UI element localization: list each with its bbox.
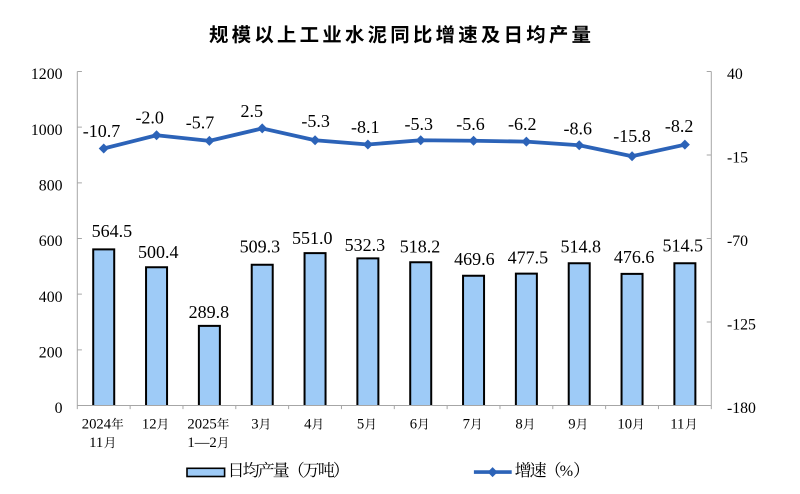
svg-text:8: 8	[515, 417, 522, 433]
svg-text:-15.8: -15.8	[613, 126, 651, 146]
svg-text:2024: 2024	[82, 417, 112, 433]
svg-text:10: 10	[617, 417, 632, 433]
svg-text:-6.2: -6.2	[508, 114, 537, 134]
svg-text:-15: -15	[727, 150, 748, 167]
svg-text:600: 600	[39, 233, 63, 250]
svg-text:551.0: 551.0	[292, 228, 333, 248]
svg-text:200: 200	[39, 344, 63, 361]
svg-text:1000: 1000	[31, 122, 63, 139]
svg-text:-8.2: -8.2	[665, 116, 694, 136]
svg-text:11: 11	[670, 417, 684, 433]
svg-text:514.5: 514.5	[662, 235, 703, 255]
svg-text:5: 5	[357, 417, 364, 433]
svg-text:-125: -125	[727, 317, 756, 334]
svg-text:9: 9	[568, 417, 575, 433]
svg-text:11: 11	[89, 435, 103, 451]
svg-text:532.3: 532.3	[345, 235, 386, 255]
svg-text:6: 6	[410, 417, 417, 433]
svg-text:518.2: 518.2	[400, 236, 441, 256]
svg-text:289.8: 289.8	[189, 302, 230, 322]
svg-text:-5.6: -5.6	[456, 114, 485, 134]
svg-text:4: 4	[304, 417, 312, 433]
svg-text:477.5: 477.5	[508, 248, 549, 268]
svg-text:500.4: 500.4	[138, 242, 179, 262]
svg-text:564.5: 564.5	[92, 221, 133, 241]
svg-text:2.5: 2.5	[240, 101, 263, 121]
svg-text:7: 7	[463, 417, 470, 433]
svg-text:3: 3	[251, 417, 258, 433]
svg-text:-180: -180	[727, 400, 756, 417]
svg-text:476.6: 476.6	[614, 247, 655, 267]
svg-text:2025: 2025	[187, 417, 216, 433]
svg-text:-8.1: -8.1	[351, 117, 380, 137]
svg-text:12: 12	[142, 417, 157, 433]
svg-text:0: 0	[55, 400, 63, 417]
svg-text:-8.6: -8.6	[564, 118, 593, 138]
svg-text:-2.0: -2.0	[135, 107, 164, 127]
svg-text:-5.3: -5.3	[405, 114, 434, 134]
svg-text:514.8: 514.8	[560, 236, 601, 256]
svg-text:469.6: 469.6	[454, 249, 495, 269]
svg-text:-70: -70	[727, 233, 748, 250]
svg-text:1200: 1200	[31, 66, 63, 83]
svg-text:1—2: 1—2	[187, 435, 216, 451]
svg-text:800: 800	[39, 177, 63, 194]
svg-text:-5.3: -5.3	[301, 111, 330, 131]
svg-text:509.3: 509.3	[240, 237, 281, 257]
svg-text:-10.7: -10.7	[83, 121, 121, 141]
svg-text:40: 40	[727, 66, 743, 83]
svg-text:400: 400	[39, 289, 63, 306]
svg-text:%: %	[560, 462, 573, 480]
svg-text:-5.7: -5.7	[186, 112, 215, 132]
